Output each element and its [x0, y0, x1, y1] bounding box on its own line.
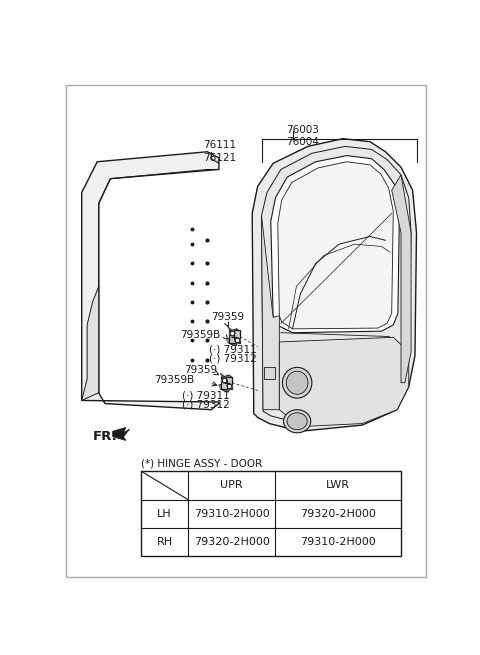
Text: LH: LH: [157, 509, 172, 519]
Polygon shape: [271, 156, 399, 333]
Text: 79320-2H000: 79320-2H000: [194, 537, 270, 547]
Text: UPR: UPR: [220, 480, 243, 491]
Text: (·) 79312: (·) 79312: [209, 354, 256, 364]
Text: 79320-2H000: 79320-2H000: [300, 509, 376, 519]
Ellipse shape: [282, 367, 312, 398]
Text: 79359: 79359: [184, 365, 217, 375]
Text: (·) 79311: (·) 79311: [182, 390, 230, 400]
Text: 79359B: 79359B: [155, 375, 195, 385]
Polygon shape: [262, 215, 279, 409]
Text: RH: RH: [156, 537, 173, 547]
Polygon shape: [82, 152, 219, 409]
Ellipse shape: [287, 413, 307, 430]
Text: LWR: LWR: [326, 480, 350, 491]
Polygon shape: [113, 428, 130, 441]
Polygon shape: [392, 175, 411, 383]
Bar: [229, 330, 240, 343]
Ellipse shape: [286, 371, 308, 394]
Polygon shape: [252, 139, 417, 431]
Polygon shape: [82, 286, 99, 400]
Text: FR.: FR.: [93, 430, 117, 443]
Bar: [221, 377, 232, 389]
Polygon shape: [228, 328, 240, 334]
Text: (·) 79312: (·) 79312: [182, 400, 230, 409]
Polygon shape: [262, 146, 411, 424]
Text: 79359B: 79359B: [180, 330, 220, 340]
Polygon shape: [219, 384, 230, 392]
Polygon shape: [279, 337, 409, 426]
Bar: [142, 472, 401, 556]
Polygon shape: [220, 373, 233, 381]
Polygon shape: [227, 338, 238, 346]
Text: 79310-2H000: 79310-2H000: [300, 537, 376, 547]
Text: 76003
76004: 76003 76004: [286, 125, 319, 147]
Polygon shape: [278, 162, 393, 329]
Text: 76111
76121: 76111 76121: [204, 140, 237, 162]
Ellipse shape: [284, 409, 311, 433]
Text: 79359: 79359: [211, 312, 244, 322]
Text: (·) 79311: (·) 79311: [209, 345, 256, 354]
Bar: [264, 367, 276, 379]
Text: 79310-2H000: 79310-2H000: [194, 509, 270, 519]
Text: (*) HINGE ASSY - DOOR: (*) HINGE ASSY - DOOR: [142, 458, 263, 468]
